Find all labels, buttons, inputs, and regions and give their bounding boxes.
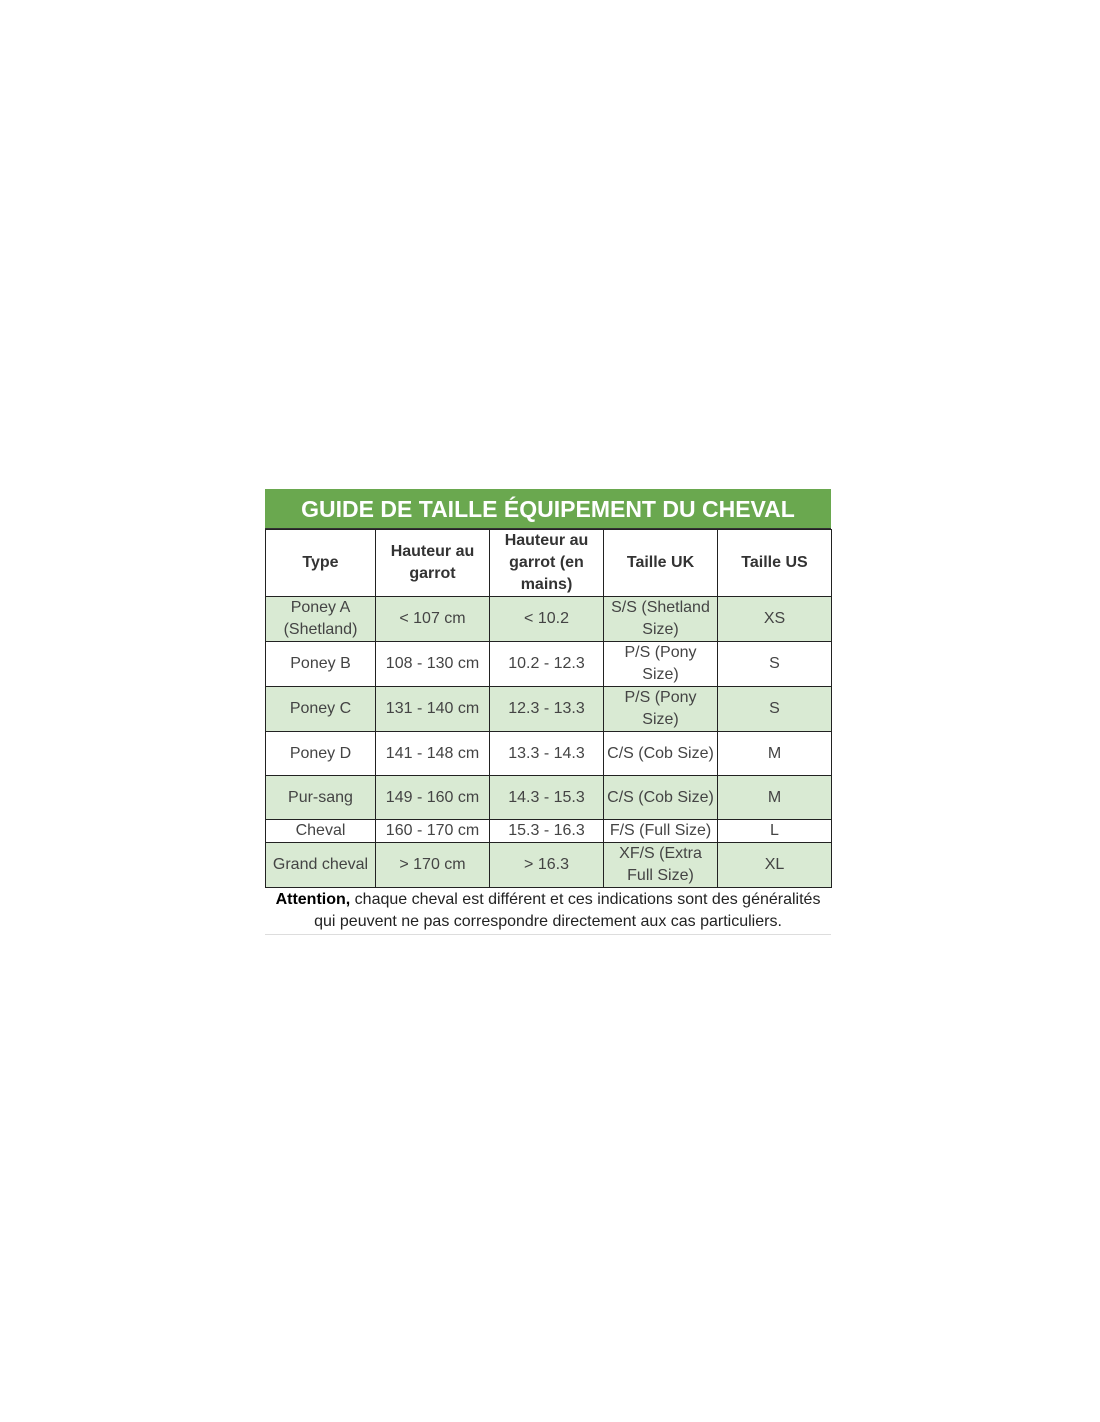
table-cell: F/S (Full Size) (603, 819, 718, 843)
table-cell: 12.3 - 13.3 (489, 686, 604, 732)
table-cell: Cheval (265, 819, 376, 843)
table-cell: < 107 cm (375, 596, 490, 642)
table-cell: M (717, 731, 832, 776)
table-cell: C/S (Cob Size) (603, 775, 718, 820)
column-header: Type (265, 529, 376, 597)
table-cell: P/S (Pony Size) (603, 686, 718, 732)
table-cell: S (717, 641, 832, 687)
table-cell: 131 - 140 cm (375, 686, 490, 732)
table-cell: XL (717, 842, 832, 888)
table-cell: Poney C (265, 686, 376, 732)
table-cell: S (717, 686, 832, 732)
table-cell: C/S (Cob Size) (603, 731, 718, 776)
size-guide: GUIDE DE TAILLE ÉQUIPEMENT DU CHEVAL Typ… (265, 489, 832, 935)
table-row: Grand cheval > 170 cm > 16.3 XF/S (Extra Fu… (265, 842, 832, 888)
table-cell: 10.2 - 12.3 (489, 641, 604, 687)
table-cell: < 10.2 (489, 596, 604, 642)
note-text: chaque cheval est différent et ces indic… (314, 891, 821, 930)
table-cell: Poney A (Shetland) (265, 596, 376, 642)
table-cell: > 16.3 (489, 842, 604, 888)
table-cell: P/S (Pony Size) (603, 641, 718, 687)
table-cell: Poney B (265, 641, 376, 687)
table-cell: 13.3 - 14.3 (489, 731, 604, 776)
guide-title: GUIDE DE TAILLE ÉQUIPEMENT DU CHEVAL (265, 489, 831, 529)
table-cell: Grand cheval (265, 842, 376, 888)
table-cell: 149 - 160 cm (375, 775, 490, 820)
column-header: Hauteur au garrot (375, 529, 490, 597)
table-row: Poney C 131 - 140 cm 12.3 - 13.3 P/S (Pony … (265, 686, 832, 732)
table-cell: L (717, 819, 832, 843)
table-row: Poney B 108 - 130 cm 10.2 - 12.3 P/S (Pony … (265, 641, 832, 687)
table-cell: XS (717, 596, 832, 642)
table-cell: S/S (Shetland Size) (603, 596, 718, 642)
table-cell: 14.3 - 15.3 (489, 775, 604, 820)
table-cell: 15.3 - 16.3 (489, 819, 604, 843)
column-header: Taille UK (603, 529, 718, 597)
table-cell: > 170 cm (375, 842, 490, 888)
size-table: Type Hauteur au garrot Hauteur au garrot… (265, 529, 832, 888)
table-cell: Poney D (265, 731, 376, 776)
table-cell: 141 - 148 cm (375, 731, 490, 776)
table-cell: XF/S (Extra Full Size) (603, 842, 718, 888)
table-cell: 160 - 170 cm (375, 819, 490, 843)
table-row: Pur-sang 149 - 160 cm 14.3 - 15.3 C/S (Cob … (265, 775, 832, 820)
column-header: Taille US (717, 529, 832, 597)
table-row: Poney A (Shetland) < 107 cm < 10.2 S/S (She… (265, 596, 832, 642)
table-row: Cheval 160 - 170 cm 15.3 - 16.3 F/S (Full S… (265, 819, 832, 843)
table-row: Poney D 141 - 148 cm 13.3 - 14.3 C/S (Cob S… (265, 731, 832, 776)
header-row: Type Hauteur au garrot Hauteur au garrot… (265, 529, 832, 597)
table-cell: Pur-sang (265, 775, 376, 820)
attention-note: Attention, chaque cheval est différent e… (265, 888, 831, 935)
note-bold: Attention, (275, 891, 351, 908)
table-cell: M (717, 775, 832, 820)
table-cell: 108 - 130 cm (375, 641, 490, 687)
column-header: Hauteur au garrot (en mains) (489, 529, 604, 597)
